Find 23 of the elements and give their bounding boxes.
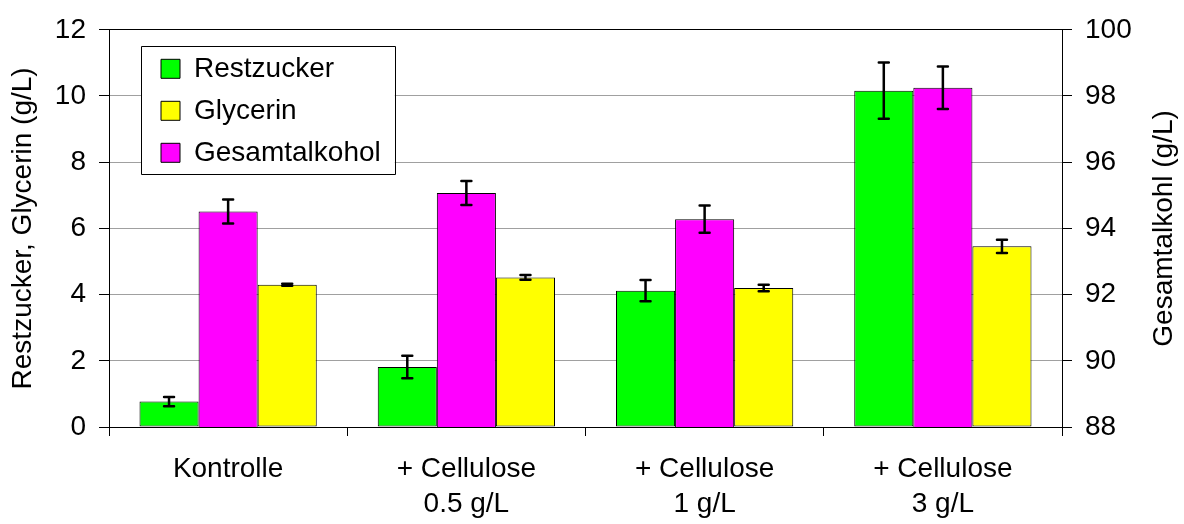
y2-tick-label: 96 <box>1085 144 1117 176</box>
y-tick-label: 2 <box>70 343 86 375</box>
x-tick-label: Kontrolle <box>172 452 284 484</box>
y2-tick-label: 88 <box>1085 409 1117 441</box>
y-tick-label: 4 <box>70 277 86 309</box>
x-tick-label: + Cellulose 1 g/L <box>634 452 775 519</box>
y2-axis-title: Gesamtalkohl (g/L) <box>1146 110 1178 347</box>
y-tick-label: 0 <box>70 409 86 441</box>
x-tick-label: + Cellulose 0.5 g/L <box>396 452 537 519</box>
y2-tick-label: 98 <box>1085 78 1117 110</box>
y2-tick-label: 90 <box>1085 343 1117 375</box>
y2-tick-label: 94 <box>1085 211 1117 243</box>
y-tick-label: 6 <box>70 211 86 243</box>
x-tick-label: + Cellulose 3 g/L <box>873 452 1013 519</box>
y-tick-label: 8 <box>70 144 86 176</box>
y-axis-title: Restzucker, Glycerin (g/L) <box>5 67 37 390</box>
legend-label: Glycerin <box>194 93 297 125</box>
y-tick-label: 10 <box>54 78 86 110</box>
legend-label: Gesamtalkohol <box>194 135 381 167</box>
y2-tick-label: 100 <box>1085 12 1132 44</box>
legend-label: Restzucker <box>194 51 335 83</box>
y-tick-label: 12 <box>54 12 86 44</box>
y2-tick-label: 92 <box>1085 277 1117 309</box>
